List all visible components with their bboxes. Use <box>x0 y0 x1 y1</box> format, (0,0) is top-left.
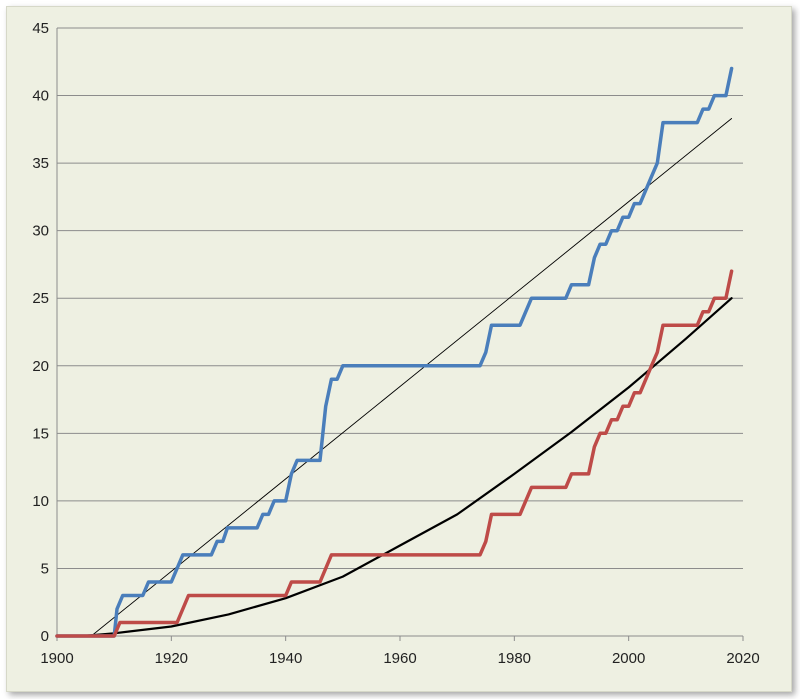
y-tick-label: 25 <box>32 290 49 307</box>
x-tick-label: 1980 <box>498 650 531 667</box>
series-line-1-step <box>55 66 734 638</box>
y-tick-label: 5 <box>41 560 49 577</box>
series-line-3-curve <box>55 297 733 638</box>
y-tick-label: 40 <box>32 88 49 105</box>
chart-frame: 0 5 10 15 20 25 30 35 40 45 1900 1920 1940 1960 1980 2… <box>6 6 792 692</box>
y-tick-label: 15 <box>32 425 49 442</box>
y-tick-label: 35 <box>32 155 49 172</box>
gridlines <box>56 27 744 641</box>
series-group <box>55 66 734 638</box>
x-tick-label: 1920 <box>155 650 188 667</box>
axes <box>56 28 743 637</box>
line-chart: 0 5 10 15 20 25 30 35 40 45 1900 1920 1940 1960 1980 2… <box>32 20 759 667</box>
y-tick-label: 0 <box>41 628 49 645</box>
x-tick-label: 2020 <box>726 650 759 667</box>
y-axis-tick-labels: 0 5 10 15 20 25 30 35 40 45 <box>32 20 49 645</box>
y-tick-label: 45 <box>32 20 49 37</box>
x-axis-tick-labels: 1900 1920 1940 1960 1980 2000 2020 <box>40 650 759 667</box>
x-tick-label: 1940 <box>269 650 302 667</box>
x-tick-label: 1900 <box>40 650 73 667</box>
x-tick-label: 1960 <box>383 650 416 667</box>
y-tick-label: 30 <box>32 223 49 240</box>
y-tick-label: 20 <box>32 358 49 375</box>
y-tick-label: 10 <box>32 493 49 510</box>
series-line-4-trend <box>90 118 733 637</box>
series-line-2-step <box>55 269 734 638</box>
x-tick-label: 2000 <box>612 650 645 667</box>
